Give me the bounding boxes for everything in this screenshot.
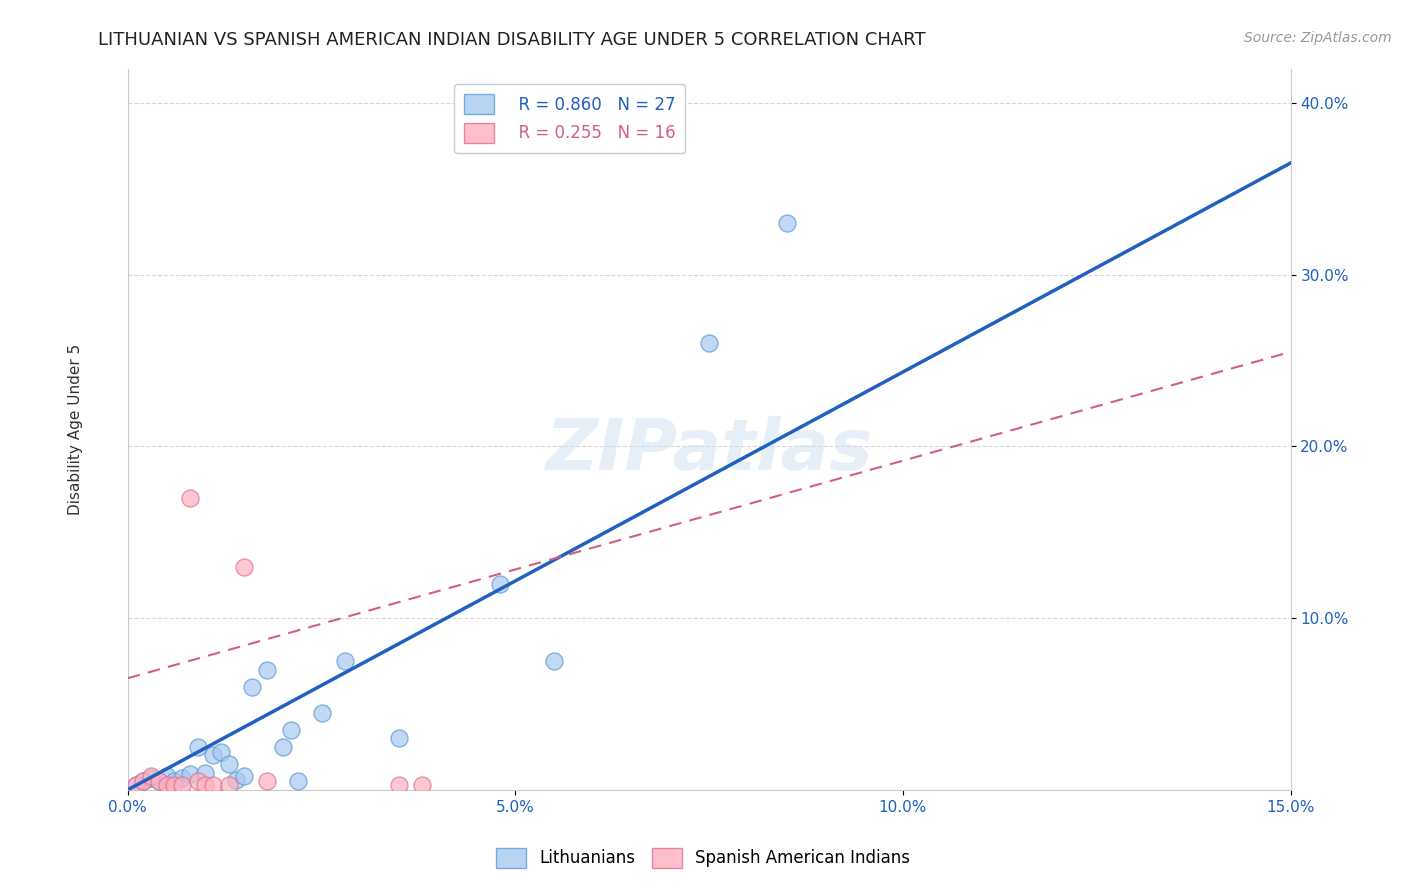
Point [333,654,356,668]
Point [139,771,162,785]
Legend: Lithuanians, Spanish American Indians: Lithuanians, Spanish American Indians [489,841,917,875]
Point [209,745,232,759]
Point [194,778,217,792]
Point [155,778,177,792]
Point [280,723,302,737]
Point [388,731,411,746]
Point [233,769,256,783]
Point [124,778,146,792]
Point [271,739,294,754]
Point [311,706,333,720]
Point [256,774,278,789]
Point [170,771,193,785]
Point [202,748,225,763]
Point [187,739,209,754]
Point [218,778,240,792]
Point [132,774,155,789]
Point [225,772,247,787]
Point [155,769,177,783]
Point [148,774,170,789]
Point [139,769,162,783]
Point [218,757,240,772]
Point [187,774,209,789]
Point [489,576,512,591]
Text: Disability Age Under 5: Disability Age Under 5 [67,343,83,515]
Point [194,765,217,780]
Point [543,654,565,668]
Text: LITHUANIAN VS SPANISH AMERICAN INDIAN DISABILITY AGE UNDER 5 CORRELATION CHART: LITHUANIAN VS SPANISH AMERICAN INDIAN DI… [98,31,927,49]
Text: Source: ZipAtlas.com: Source: ZipAtlas.com [1244,31,1392,45]
Text: ZIPatlas: ZIPatlas [546,417,873,485]
Point [124,778,146,792]
Point [132,774,155,789]
Point [202,778,225,792]
Point [240,680,263,694]
Legend:   R = 0.860   N = 27,   R = 0.255   N = 16: R = 0.860 N = 27, R = 0.255 N = 16 [454,84,685,153]
Point [179,491,201,505]
Point [411,778,433,792]
Point [233,559,256,574]
Point [697,336,720,351]
Point [287,774,309,789]
Point [163,778,186,792]
Point [776,216,799,230]
Point [179,767,201,781]
Point [388,778,411,792]
Point [163,774,186,789]
Point [256,663,278,677]
Point [148,774,170,789]
Point [170,778,193,792]
